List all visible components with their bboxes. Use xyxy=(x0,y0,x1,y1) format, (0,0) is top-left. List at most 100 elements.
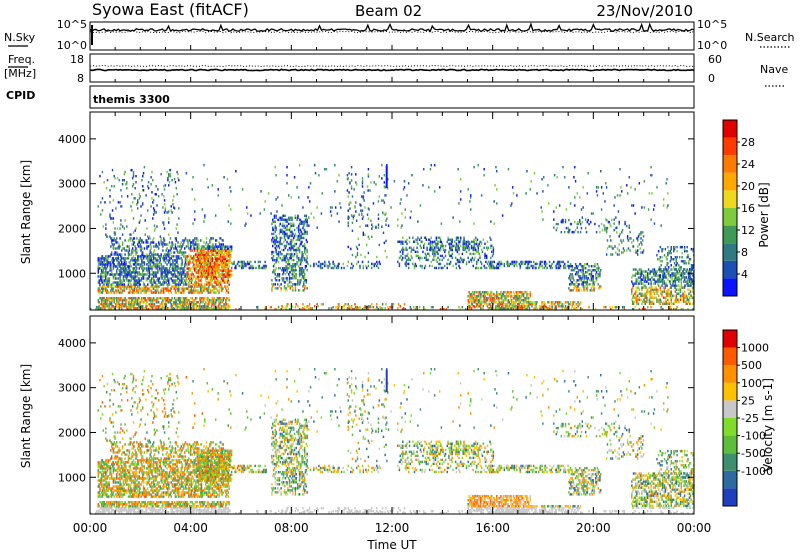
power-cell xyxy=(226,289,229,292)
power-cell xyxy=(562,260,564,264)
power-cell xyxy=(249,266,251,270)
power-cell xyxy=(123,299,125,302)
power-cell xyxy=(433,254,435,258)
power-cell xyxy=(214,251,217,254)
power-cell xyxy=(291,234,293,238)
power-cell xyxy=(280,218,282,222)
power-cell xyxy=(302,232,304,236)
power-cell xyxy=(168,251,170,254)
power-cell xyxy=(100,275,103,278)
power-cell xyxy=(508,292,511,296)
power-cell xyxy=(472,264,474,268)
power-cell xyxy=(592,277,594,280)
power-cell xyxy=(383,201,386,204)
power-cell xyxy=(511,294,513,298)
power-cell xyxy=(100,279,103,282)
power-cell xyxy=(272,236,274,240)
power-cell xyxy=(109,255,111,258)
power-cell xyxy=(355,181,357,184)
power-cell xyxy=(225,259,227,263)
power-cell xyxy=(604,228,606,232)
power-cell xyxy=(178,301,181,304)
power-cell xyxy=(209,281,212,284)
power-cell xyxy=(131,259,133,262)
power-cell xyxy=(302,289,304,292)
power-cell xyxy=(305,220,308,224)
power-cell xyxy=(167,211,169,214)
power-cell xyxy=(127,291,130,294)
power-cell xyxy=(582,283,584,286)
power-cell xyxy=(184,281,187,284)
power-cell xyxy=(571,273,573,276)
power-cell xyxy=(199,285,202,288)
power-cell xyxy=(521,262,523,266)
power-cell xyxy=(126,187,128,190)
power-cell xyxy=(157,245,159,248)
power-cell xyxy=(209,289,212,292)
power-cell xyxy=(154,193,157,196)
power-cell xyxy=(116,285,119,288)
power-cell xyxy=(465,260,468,264)
power-cell xyxy=(224,273,226,276)
power-cell xyxy=(564,266,567,270)
power-cell xyxy=(613,228,615,232)
power-cell xyxy=(494,307,496,310)
power-cell xyxy=(457,238,459,241)
power-cell xyxy=(183,303,185,306)
power-cell xyxy=(138,297,141,300)
power-cell xyxy=(406,238,408,241)
power-cell xyxy=(471,240,474,243)
power-cell xyxy=(283,256,286,260)
power-cell xyxy=(201,261,204,264)
power-cell xyxy=(249,260,251,264)
power-cell xyxy=(214,267,217,271)
power-cell xyxy=(597,269,599,272)
power-cell xyxy=(211,269,214,272)
power-cell xyxy=(109,267,111,270)
power-cell xyxy=(576,303,578,306)
power-cell xyxy=(208,273,210,276)
power-cell xyxy=(174,243,177,246)
power-cell xyxy=(110,267,112,270)
power-cell xyxy=(372,262,375,266)
power-cell xyxy=(364,305,366,308)
power-cell xyxy=(116,253,119,256)
power-cell xyxy=(581,281,584,284)
power-cell xyxy=(188,279,191,282)
power-cell xyxy=(400,240,402,243)
power-cell xyxy=(116,241,118,244)
power-cell xyxy=(219,303,221,306)
power-cell xyxy=(105,285,108,288)
power-cell xyxy=(507,290,510,294)
power-cell xyxy=(290,218,292,222)
power-cell xyxy=(414,250,417,254)
power-cell xyxy=(200,269,203,273)
power-cell xyxy=(167,299,169,302)
power-cell xyxy=(185,305,188,308)
power-cell xyxy=(480,248,483,252)
power-cell xyxy=(143,301,146,304)
power-cell xyxy=(326,264,329,268)
power-cell xyxy=(219,263,221,266)
power-cell xyxy=(216,267,219,271)
power-cell xyxy=(105,263,107,266)
power-cell xyxy=(425,254,427,258)
power-cell xyxy=(591,275,594,278)
power-cell xyxy=(601,228,604,232)
power-cell xyxy=(106,301,109,304)
power-cell xyxy=(592,279,594,282)
power-cell xyxy=(524,301,526,304)
power-cell xyxy=(173,279,176,282)
power-cell xyxy=(588,222,590,226)
power-cell xyxy=(490,299,493,302)
power-cell xyxy=(526,292,528,296)
power-cell xyxy=(190,245,193,248)
power-cell xyxy=(351,229,354,233)
power-cell xyxy=(136,263,139,266)
power-cell xyxy=(542,301,544,304)
power-cell xyxy=(291,252,293,256)
power-cell xyxy=(178,283,180,286)
power-cell xyxy=(286,232,288,236)
power-cell xyxy=(478,303,480,306)
power-cell xyxy=(568,218,570,222)
